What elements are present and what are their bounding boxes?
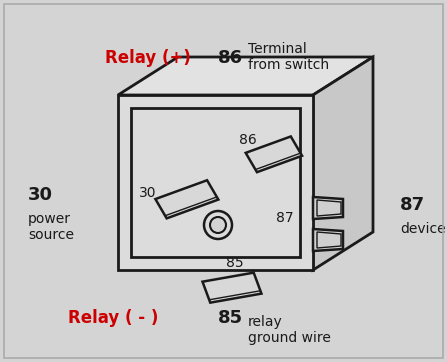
Text: 86: 86 xyxy=(218,49,243,67)
Text: 30: 30 xyxy=(28,186,53,204)
Polygon shape xyxy=(156,180,219,218)
Text: Relay (+): Relay (+) xyxy=(105,49,191,67)
Text: 86: 86 xyxy=(239,133,257,147)
Text: device: device xyxy=(400,222,446,236)
Text: 85: 85 xyxy=(226,256,244,270)
Text: power
source: power source xyxy=(28,212,74,242)
Text: 87: 87 xyxy=(400,196,425,214)
Polygon shape xyxy=(118,57,373,95)
Polygon shape xyxy=(313,229,343,251)
Text: relay
ground wire: relay ground wire xyxy=(248,315,331,345)
Text: Terminal
from switch: Terminal from switch xyxy=(248,42,329,72)
Polygon shape xyxy=(313,57,373,270)
Polygon shape xyxy=(118,95,313,270)
Text: 85: 85 xyxy=(218,309,243,327)
Polygon shape xyxy=(313,197,343,219)
Polygon shape xyxy=(202,273,261,303)
Circle shape xyxy=(210,217,226,233)
Text: 30: 30 xyxy=(139,186,157,200)
Circle shape xyxy=(204,211,232,239)
Text: 87: 87 xyxy=(276,211,294,225)
Text: Relay ( - ): Relay ( - ) xyxy=(68,309,158,327)
Polygon shape xyxy=(246,136,302,172)
Bar xyxy=(131,108,300,257)
